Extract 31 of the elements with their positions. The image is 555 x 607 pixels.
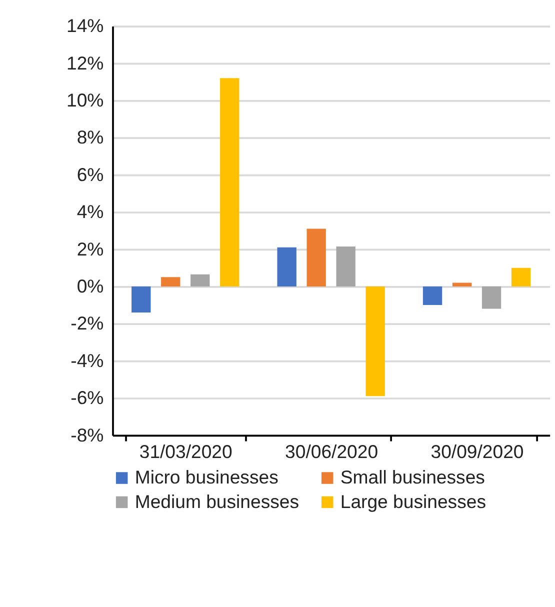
y-tick-label: -4% (70, 350, 104, 371)
bar (161, 277, 180, 286)
legend-label: Micro businesses (134, 466, 278, 488)
legend-label: Small businesses (340, 466, 485, 488)
y-tick-label: 8% (76, 126, 104, 148)
y-tick-label: -8% (70, 424, 104, 446)
bar (452, 282, 472, 286)
bar (220, 78, 240, 286)
bar (190, 274, 210, 286)
x-tick-label: 30/09/2020 (430, 441, 524, 462)
y-tick-label: -2% (70, 312, 104, 334)
y-tick-label: 14% (66, 15, 104, 36)
y-tick-label: 6% (76, 164, 104, 185)
bar (336, 246, 356, 286)
x-tick-label: 31/03/2020 (139, 441, 232, 462)
y-tick-label: 10% (66, 89, 104, 110)
bar (366, 286, 385, 396)
y-tick-label: -6% (70, 387, 104, 408)
y-tick-label: 2% (76, 238, 104, 260)
y-tick-label: 4% (76, 201, 104, 222)
bar (277, 247, 296, 286)
legend-label: Medium businesses (134, 490, 300, 512)
y-tick-label: 12% (66, 52, 104, 74)
bar (482, 286, 502, 309)
bar (132, 286, 151, 312)
y-tick-label: 0% (76, 275, 104, 296)
bar (511, 268, 531, 286)
x-tick-label: 30/06/2020 (285, 441, 378, 462)
legend-label: Large businesses (340, 490, 486, 512)
bar (422, 286, 442, 306)
bar (306, 228, 326, 286)
